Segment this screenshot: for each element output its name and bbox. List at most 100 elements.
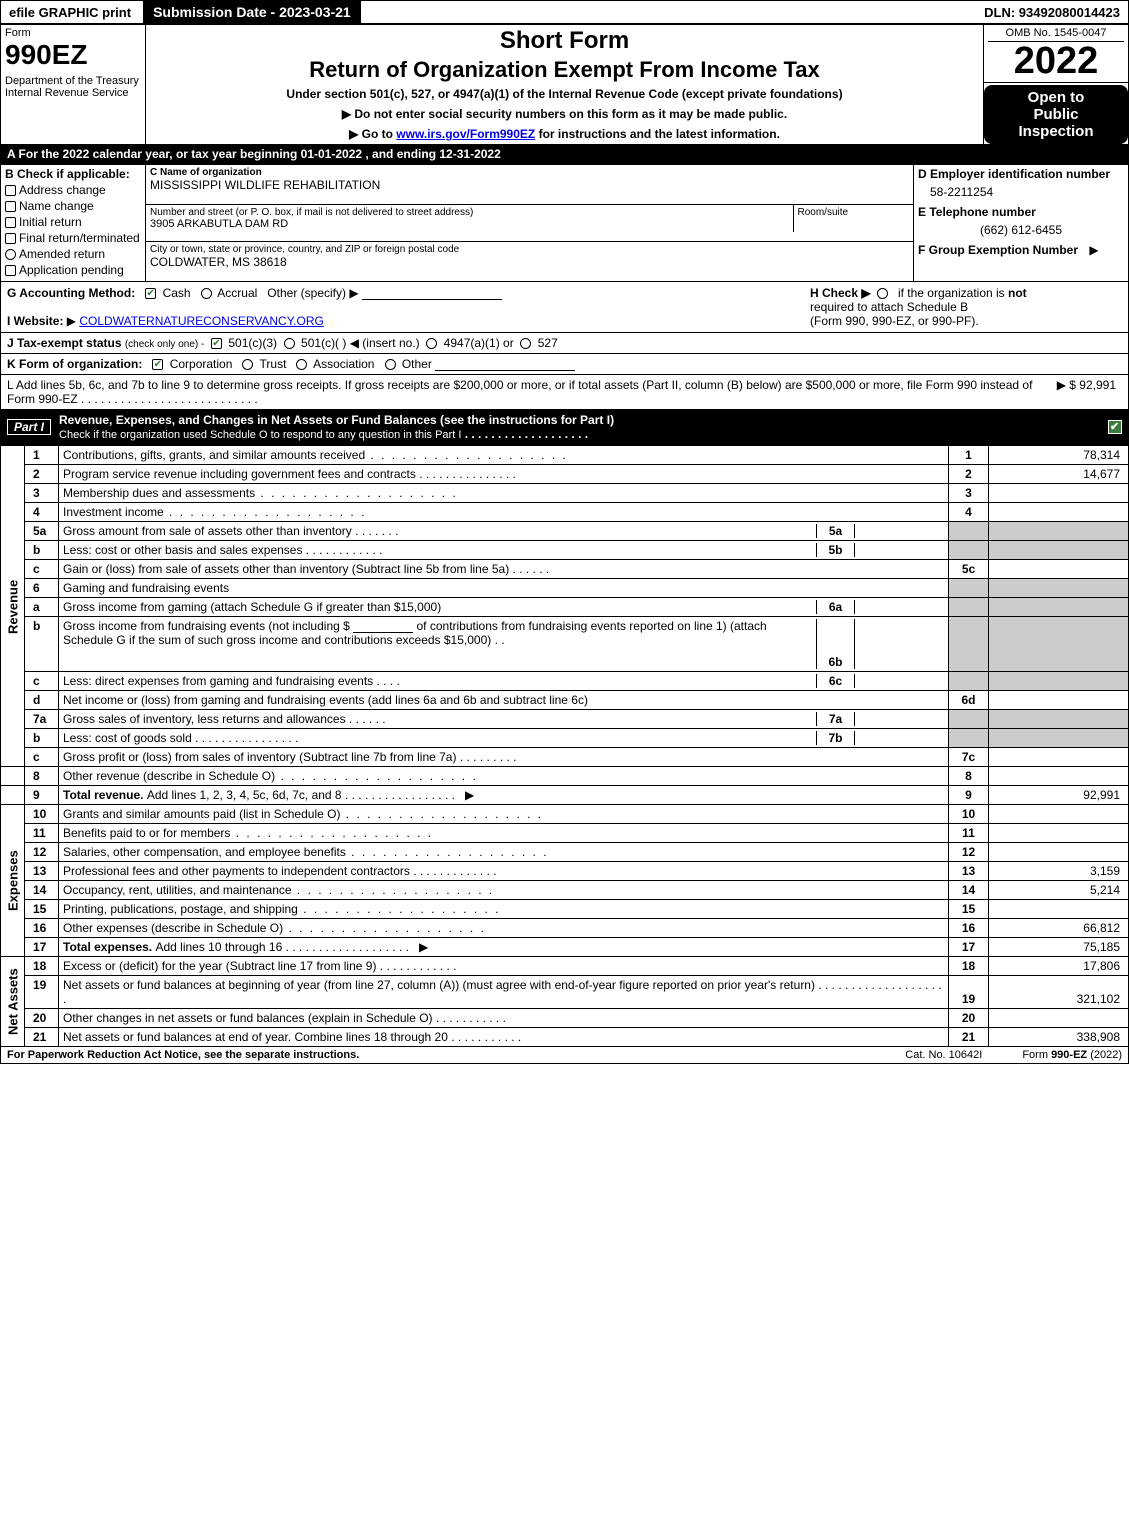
line-18-boxnum: 18 [949, 957, 989, 976]
line-6a-sub: 6a [816, 600, 854, 614]
chk-schedule-o-used[interactable] [1108, 420, 1122, 434]
line-12-desc: Salaries, other compensation, and employ… [59, 843, 949, 862]
line-6a-shaded [949, 598, 989, 617]
line-19-amount: 321,102 [989, 976, 1129, 1009]
line-4-boxnum: 4 [949, 503, 989, 522]
line-5b-row: b Less: cost or other basis and sales ex… [1, 541, 1129, 560]
part-1-label: Part I [7, 419, 51, 435]
organization-name: MISSISSIPPI WILDLIFE REHABILITATION [150, 178, 909, 192]
line-2-desc: Program service revenue including govern… [59, 465, 949, 484]
line-14-amount: 5,214 [989, 881, 1129, 900]
line-5b-desc: Less: cost or other basis and sales expe… [59, 541, 949, 560]
part-1-title-note: (see the instructions for Part I) [440, 413, 614, 427]
irs-form990ez-link[interactable]: www.irs.gov/Form990EZ [396, 127, 535, 141]
line-18-desc: Excess or (deficit) for the year (Subtra… [59, 957, 949, 976]
line-6a-shaded-amt [989, 598, 1129, 617]
line-1-row: Revenue 1 Contributions, gifts, grants, … [1, 446, 1129, 465]
chk-501c3[interactable] [211, 338, 222, 349]
form-header-table: Form 990EZ Department of the Treasury In… [0, 24, 1129, 145]
chk-initial-return[interactable]: Initial return [5, 215, 141, 229]
chk-501c[interactable] [284, 338, 295, 349]
line-4-row: 4 Investment income 4 [1, 503, 1129, 522]
chk-other-org[interactable] [385, 359, 396, 370]
line-12-num: 12 [25, 843, 59, 862]
line-7b-shaded [949, 729, 989, 748]
chk-accrual[interactable] [201, 288, 212, 299]
line-13-desc: Professional fees and other payments to … [59, 862, 949, 881]
initial-return-label: Initial return [19, 215, 82, 229]
open-to-public-inspection-badge: Open to Public Inspection [984, 85, 1128, 144]
revenue-vertical-label: Revenue [1, 446, 25, 767]
line-21-amount: 338,908 [989, 1028, 1129, 1047]
section-g-h: G Accounting Method: Cash Accrual Other … [0, 282, 1129, 333]
line-6b-num: b [25, 617, 59, 672]
submission-date-button[interactable]: Submission Date - 2023-03-21 [143, 1, 361, 23]
line-6-num: 6 [25, 579, 59, 598]
line-16-boxnum: 16 [949, 919, 989, 938]
goto-instruction: ▶ Go to www.irs.gov/Form990EZ for instru… [150, 127, 979, 141]
part-1-sub: Check if the organization used Schedule … [59, 429, 461, 441]
line-20-num: 20 [25, 1009, 59, 1028]
line-11-row: 11 Benefits paid to or for members 11 [1, 824, 1129, 843]
amended-return-label: Amended return [19, 247, 105, 261]
section-b-checkboxes: B Check if applicable: Address change Na… [1, 165, 146, 282]
line-17-row: 17 Total expenses. Add lines 10 through … [1, 938, 1129, 957]
line-7b-row: b Less: cost of goods sold . . . . . . .… [1, 729, 1129, 748]
line-10-boxnum: 10 [949, 805, 989, 824]
line-5c-row: c Gain or (loss) from sale of assets oth… [1, 560, 1129, 579]
k-label: K Form of organization: [7, 357, 142, 371]
line-5b-sub: 5b [816, 543, 854, 557]
line-8-row: 8 Other revenue (describe in Schedule O)… [1, 767, 1129, 786]
line-5b-shaded [949, 541, 989, 560]
line-5a-num: 5a [25, 522, 59, 541]
efile-graphic-print-label[interactable]: efile GRAPHIC print [1, 2, 139, 23]
chk-final-return[interactable]: Final return/terminated [5, 231, 141, 245]
instr2-pre: Go to [362, 127, 397, 141]
i-label: I Website: [7, 314, 63, 328]
line-11-desc: Benefits paid to or for members [59, 824, 949, 843]
chk-527[interactable] [520, 338, 531, 349]
j-label: J Tax-exempt status [7, 336, 122, 350]
internal-revenue-service: Internal Revenue Service [5, 87, 129, 99]
chk-amended-return[interactable]: Amended return [5, 247, 141, 261]
line-20-boxnum: 20 [949, 1009, 989, 1028]
line-4-amount [989, 503, 1129, 522]
chk-name-change[interactable]: Name change [5, 199, 141, 213]
line-16-row: 16 Other expenses (describe in Schedule … [1, 919, 1129, 938]
chk-association[interactable] [296, 359, 307, 370]
other-org-blank [435, 358, 575, 371]
website-link[interactable]: COLDWATERNATURECONSERVANCY.ORG [79, 314, 323, 328]
line-6a-num: a [25, 598, 59, 617]
line-2-num: 2 [25, 465, 59, 484]
line-10-amount [989, 805, 1129, 824]
title-cell: Short Form Return of Organization Exempt… [146, 25, 984, 145]
line-19-num: 19 [25, 976, 59, 1009]
chk-cash[interactable] [145, 288, 156, 299]
line-6-row: 6 Gaming and fundraising events [1, 579, 1129, 598]
line-17-amount: 75,185 [989, 938, 1129, 957]
line-13-row: 13 Professional fees and other payments … [1, 862, 1129, 881]
section-j-tax-exempt: J Tax-exempt status (check only one) - 5… [0, 333, 1129, 354]
line-20-row: 20 Other changes in net assets or fund b… [1, 1009, 1129, 1028]
ein-value: 58-2211254 [918, 181, 1124, 205]
chk-h-not-required[interactable] [877, 288, 888, 299]
org-info-table: B Check if applicable: Address change Na… [0, 164, 1129, 282]
h-text2: required to attach Schedule B [810, 300, 968, 314]
chk-4947[interactable] [426, 338, 437, 349]
chk-address-change[interactable]: Address change [5, 183, 141, 197]
501c-label: 501(c)( ) [301, 336, 346, 350]
name-change-label: Name change [19, 199, 94, 213]
line-6d-row: d Net income or (loss) from gaming and f… [1, 691, 1129, 710]
chk-trust[interactable] [242, 359, 253, 370]
chk-application-pending[interactable]: Application pending [5, 263, 141, 277]
section-c-street-row: Number and street (or P. O. box, if mail… [146, 204, 914, 241]
line-6b-shaded-amt [989, 617, 1129, 672]
arrow-icon: ▶ [349, 127, 362, 141]
line-3-boxnum: 3 [949, 484, 989, 503]
other-specify-label: Other (specify) [267, 286, 346, 300]
line-11-boxnum: 11 [949, 824, 989, 843]
line-6c-desc: Less: direct expenses from gaming and fu… [59, 672, 949, 691]
line-6c-shaded-amt [989, 672, 1129, 691]
chk-corporation[interactable] [152, 359, 163, 370]
line-15-boxnum: 15 [949, 900, 989, 919]
